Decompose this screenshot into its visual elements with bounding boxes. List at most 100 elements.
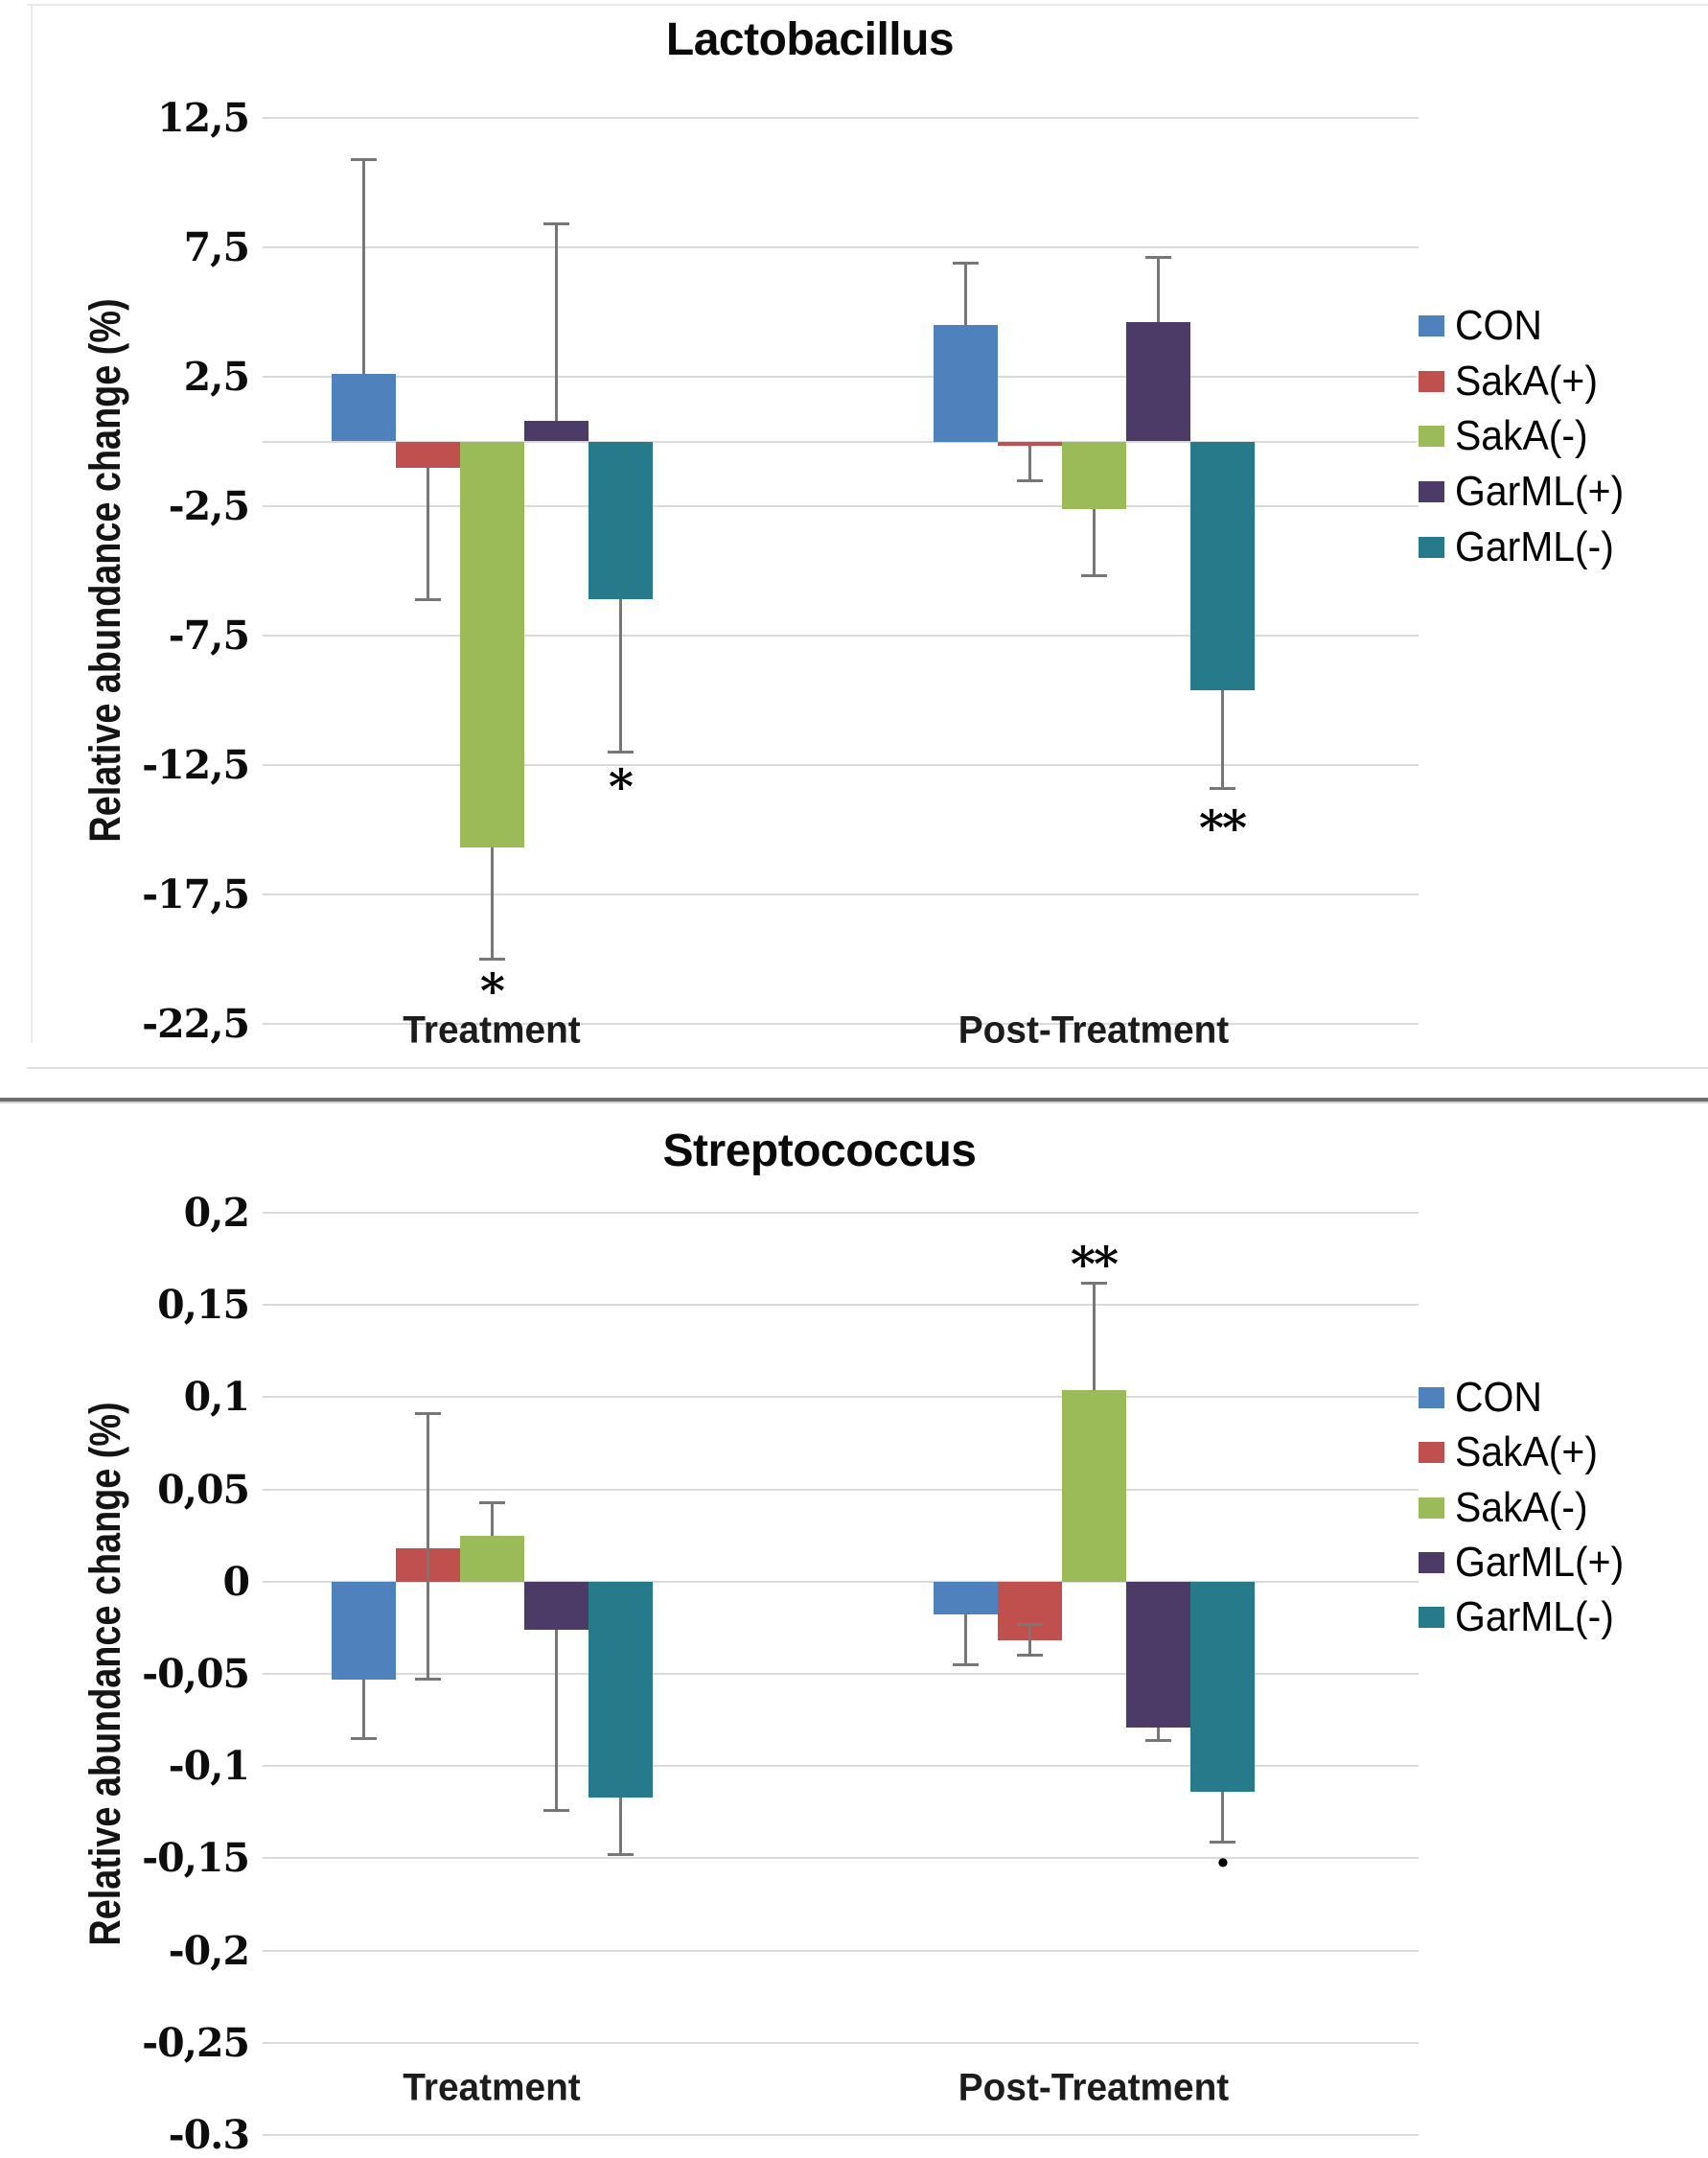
legend: CON SakA(+) SakA(-) GarML(+) GarML(-) bbox=[0, 1107, 1708, 2157]
error-bar-cap bbox=[350, 157, 377, 161]
gridline bbox=[263, 1857, 1419, 1860]
bar-garml-post-treatment bbox=[1125, 322, 1190, 442]
gridline bbox=[263, 1765, 1419, 1768]
significance-marker: . bbox=[1214, 1822, 1231, 1879]
error-bar-cap bbox=[1209, 786, 1235, 790]
bar-con-post-treatment bbox=[933, 325, 998, 442]
error-bar bbox=[1220, 1792, 1224, 1843]
gridline bbox=[263, 1673, 1419, 1675]
y-tick-label: -17,5 bbox=[142, 871, 250, 917]
error-bar bbox=[1156, 257, 1160, 323]
legend-label: GarML(+) bbox=[1455, 468, 1625, 516]
bar-garml-post-treatment bbox=[1189, 1581, 1255, 1793]
significance-marker: * bbox=[479, 963, 505, 1020]
legend-swatch-saka bbox=[1419, 370, 1444, 392]
legend: CON SakA(+) SakA(-) GarML(+) GarML(-) bbox=[0, 0, 1708, 1064]
gridline bbox=[263, 1488, 1419, 1491]
error-bar bbox=[1027, 445, 1031, 480]
error-bar-cap bbox=[478, 1500, 505, 1504]
legend-label: SakA(+) bbox=[1455, 357, 1598, 405]
y-tick-label: -0,2 bbox=[168, 1927, 250, 1974]
gridline bbox=[263, 1212, 1419, 1214]
bar-garml-treatment bbox=[523, 420, 589, 442]
significance-marker: ** bbox=[1070, 1236, 1119, 1293]
y-tick-label: 0 bbox=[222, 1558, 250, 1605]
error-bar bbox=[490, 1502, 494, 1536]
error-bar-cap bbox=[414, 1678, 441, 1682]
legend-label: CON bbox=[1455, 1374, 1542, 1421]
plot-area: 12,5 7,5 2,5 -2,5 -7,5 -12,5 -17,5 -22,5 * * ** Tre… bbox=[0, 0, 1708, 1064]
lactobacillus-chart: Lactobacillus Relative abundance change … bbox=[0, 0, 1708, 1064]
y-tick-label: 2,5 bbox=[183, 354, 250, 400]
gridline bbox=[263, 117, 1419, 119]
gridline bbox=[263, 1304, 1419, 1307]
plot-area: 0,2 0,15 0,1 0,05 0 -0,05 -0,1 -0,15 -0,2 -0,25 -0… bbox=[0, 1107, 1708, 2158]
error-bar bbox=[361, 1679, 365, 1739]
error-bar-cap bbox=[607, 751, 634, 754]
error-bar-cap bbox=[1016, 1654, 1043, 1658]
legend-swatch-garml bbox=[1419, 481, 1444, 503]
legend-swatch-garml bbox=[1419, 1607, 1444, 1629]
error-bar-cap bbox=[350, 1736, 377, 1740]
error-bar bbox=[1027, 1624, 1031, 1656]
gridline bbox=[263, 2041, 1419, 2044]
error-bar-cap bbox=[952, 1662, 979, 1666]
bar-saka-post-treatment bbox=[1061, 441, 1126, 509]
bar-saka-post-treatment bbox=[1061, 1389, 1126, 1582]
error-bar-cap bbox=[1144, 1738, 1171, 1742]
category-label-post-treatment: Post-Treatment bbox=[958, 2066, 1230, 2109]
category-label-treatment: Treatment bbox=[403, 1009, 581, 1052]
significance-marker: ** bbox=[1198, 800, 1247, 856]
chart-title: Lactobacillus bbox=[665, 14, 955, 65]
error-bar-cap bbox=[414, 597, 441, 601]
error-bar bbox=[426, 467, 429, 600]
y-tick-label: -0,15 bbox=[142, 1835, 250, 1882]
error-bar-cap bbox=[478, 958, 505, 961]
y-tick-label: -0,05 bbox=[142, 1651, 250, 1697]
bar-saka-treatment bbox=[395, 441, 460, 468]
bar-saka-treatment bbox=[459, 1535, 524, 1582]
gridline bbox=[263, 1949, 1419, 1952]
error-bar-cap bbox=[542, 222, 569, 226]
y-tick-label: -7,5 bbox=[168, 613, 250, 659]
legend-swatch-saka bbox=[1419, 1442, 1444, 1464]
bar-con-post-treatment bbox=[933, 1581, 998, 1615]
error-bar bbox=[426, 1413, 429, 1680]
chart-title: Streptococcus bbox=[662, 1125, 977, 1176]
legend-label: CON bbox=[1455, 302, 1542, 349]
error-bar bbox=[361, 159, 365, 375]
gridline bbox=[263, 376, 1419, 378]
legend-label: SakA(+) bbox=[1455, 1428, 1598, 1476]
legend-label: GarML(-) bbox=[1455, 522, 1614, 570]
y-tick-label: -0,25 bbox=[142, 2019, 250, 2066]
y-tick-label: -22,5 bbox=[142, 1001, 250, 1047]
bar-con-treatment bbox=[331, 1581, 396, 1680]
category-label-treatment: Treatment bbox=[403, 2066, 581, 2109]
legend-label: GarML(-) bbox=[1455, 1593, 1614, 1641]
error-bar bbox=[963, 1614, 967, 1665]
gridline bbox=[263, 635, 1419, 637]
error-bar bbox=[554, 223, 558, 421]
y-tick-label: 0,2 bbox=[183, 1190, 250, 1236]
error-bar bbox=[554, 1629, 558, 1811]
bar-garml-post-treatment bbox=[1189, 441, 1255, 690]
error-bar-cap bbox=[952, 261, 979, 265]
legend-swatch-saka bbox=[1419, 426, 1444, 448]
y-tick-label: 12,5 bbox=[157, 95, 250, 141]
y-tick-label: -0.3 bbox=[168, 2112, 250, 2158]
error-bar-cap bbox=[1209, 1840, 1235, 1844]
error-bar bbox=[963, 263, 967, 325]
error-bar-cap bbox=[542, 1808, 569, 1812]
error-bar bbox=[618, 599, 622, 753]
legend-label: GarML(+) bbox=[1455, 1538, 1625, 1586]
legend-swatch-garml bbox=[1419, 536, 1444, 558]
legend-swatch-garml bbox=[1419, 1551, 1444, 1573]
category-label-post-treatment: Post-Treatment bbox=[958, 1009, 1230, 1052]
panel-divider-dark bbox=[0, 1098, 1708, 1103]
gridline bbox=[263, 764, 1419, 766]
bar-saka-post-treatment bbox=[997, 441, 1062, 446]
error-bar bbox=[1092, 1283, 1096, 1390]
gridline bbox=[263, 1396, 1419, 1399]
legend-swatch-saka bbox=[1419, 1497, 1444, 1519]
